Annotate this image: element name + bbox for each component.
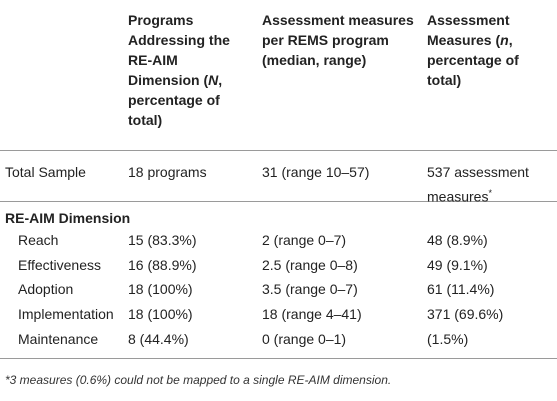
footnote-mark: * [488, 188, 492, 198]
cell: 49 (9.1%) [427, 256, 488, 273]
cell: 537 assessment measures* [427, 162, 555, 208]
cell: (1.5%) [427, 330, 469, 347]
cell: 2 (range 0–7) [262, 232, 347, 248]
column-header: Assessment Measures (n, percentage of to… [427, 10, 555, 90]
footnote: *3 measures (0.6%) could not be mapped t… [5, 373, 392, 387]
cell: Reach [18, 232, 59, 248]
column-header: Assessment measures per REMS program (me… [262, 10, 422, 70]
section-label: RE-AIM Dimension [5, 210, 131, 226]
cell-text: 537 assessment measures [427, 164, 529, 205]
cell: 0 (range 0–1) [262, 330, 347, 347]
rule [0, 358, 557, 359]
cell: 16 (88.9%) [128, 256, 197, 273]
cell: 18 (100%) [128, 306, 193, 323]
header-text: Assessment measures per REMS program (me… [262, 12, 414, 68]
cell: 15 (83.3%) [128, 232, 197, 248]
cell: 18 (range 4–41) [262, 306, 362, 323]
cell: Effectiveness [18, 256, 102, 273]
cell: 3.5 (range 0–7) [262, 281, 358, 298]
column-header: Programs Addressing the RE-AIM Dimension… [128, 10, 253, 130]
header-text: , percentage of total) [128, 72, 223, 128]
cell: Total Sample [5, 164, 86, 180]
cell: Implementation [18, 306, 114, 323]
header-text: Assessment Measures ( [427, 12, 510, 48]
cell: 48 (8.9%) [427, 232, 488, 248]
rule [0, 150, 557, 151]
cell: 31 (range 10–57) [262, 164, 370, 180]
header-text: n [500, 32, 509, 48]
cell: 2.5 (range 0–8) [262, 256, 358, 273]
cell: 18 programs [128, 164, 207, 180]
cell: 61 (11.4%) [427, 281, 495, 298]
cell: 8 (44.4%) [128, 330, 189, 347]
cell: Adoption [18, 281, 74, 298]
cell: 18 (100%) [128, 281, 193, 298]
header-text: , percentage of total) [427, 32, 519, 88]
rule [0, 201, 557, 202]
cell: 371 (69.6%) [427, 306, 504, 323]
cell: Maintenance [18, 330, 99, 347]
header-text: Programs Addressing the RE-AIM Dimension… [128, 12, 230, 88]
header-text: N [208, 72, 219, 88]
